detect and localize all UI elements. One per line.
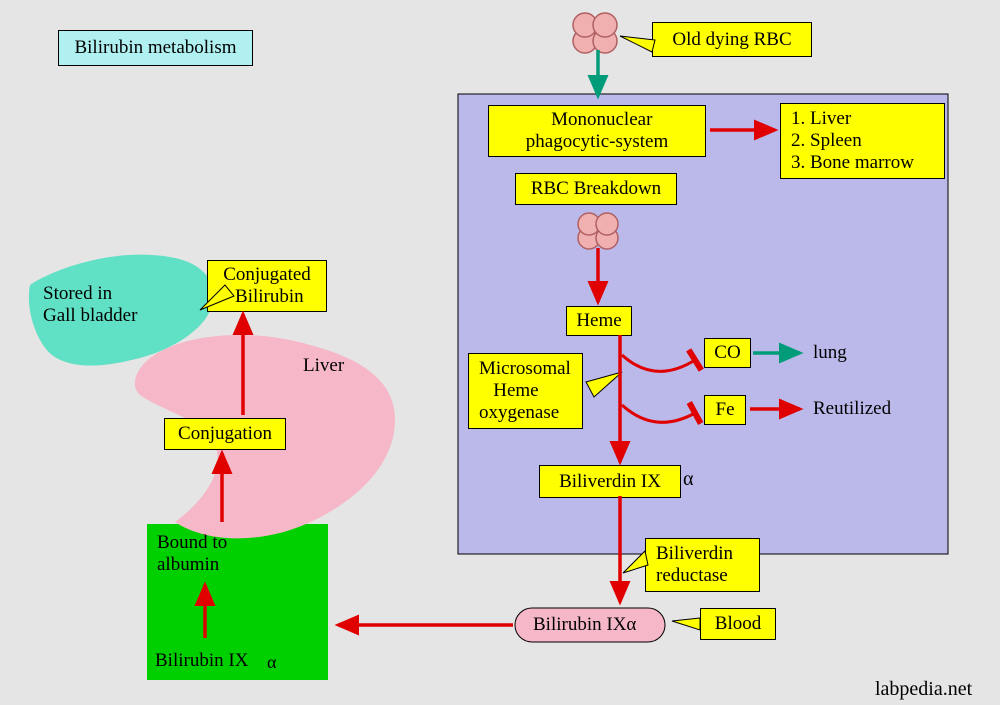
label-liver: Liver — [303, 355, 344, 377]
label-lung: lung — [813, 342, 847, 364]
diagram-title: Bilirubin metabolism — [58, 30, 253, 66]
node-blood: Blood — [700, 608, 776, 640]
node-sites-list: 1. Liver 2. Spleen 3. Bone marrow — [780, 103, 945, 179]
node-biliverdin: Biliverdin IX — [539, 465, 681, 498]
node-microsomal-heme-oxygenase: Microsomal Heme oxygenase — [468, 353, 583, 429]
label-bilirubin-ix-box: Bilirubin IX — [155, 650, 248, 672]
greek-alpha-1: α — [683, 468, 693, 491]
node-co: CO — [704, 338, 751, 368]
greek-alpha-2: α — [267, 652, 276, 673]
node-conjugated-bilirubin: Conjugated Bilirubin — [207, 260, 327, 312]
node-rbc-breakdown: RBC Breakdown — [515, 173, 677, 205]
diagram-canvas: Bilirubin metabolism Old dying RBC Monon… — [0, 0, 1000, 705]
rbc-cluster-icon — [578, 213, 618, 249]
node-fe: Fe — [704, 395, 746, 425]
node-biliverdin-reductase: Biliverdin reductase — [645, 538, 760, 592]
label-stored-gall-bladder: Stored in Gall bladder — [43, 283, 137, 327]
credit-text: labpedia.net — [875, 678, 972, 701]
node-mononuclear-phagocytic: Mononuclear phagocytic-system — [488, 105, 706, 157]
node-old-rbc: Old dying RBC — [652, 22, 812, 57]
label-reutilized: Reutilized — [813, 398, 891, 420]
label-bound-albumin: Bound to albumin — [157, 532, 227, 576]
node-heme: Heme — [566, 306, 632, 336]
label-bilirubin-ix-pill: Bilirubin IXα — [533, 614, 636, 636]
node-conjugation: Conjugation — [164, 418, 286, 450]
rbc-cluster-icon — [573, 13, 617, 53]
